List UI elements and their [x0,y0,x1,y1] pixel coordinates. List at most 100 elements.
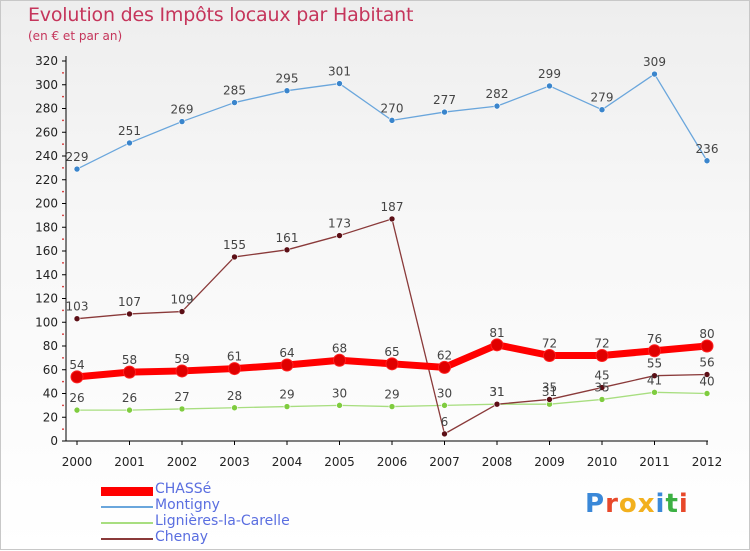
series-point [388,403,396,410]
data-labels: 54 58 59 61 64 68 65 62 81 72 72 76 80 229 251 269 285 29… [66,55,719,429]
data-label: 279 [591,91,614,105]
data-label: 65 [384,345,399,359]
y-tick-label: 180 [35,220,58,234]
y-minor-mark [62,285,64,288]
series-point [333,353,346,367]
series-point [441,402,448,409]
series-point [231,253,238,261]
data-label: 269 [171,103,194,117]
x-tick-label: 2000 [62,455,93,469]
data-label: 68 [332,341,347,355]
series-point [703,157,711,165]
data-label: 173 [328,217,351,231]
series-point [700,339,714,353]
series-point [385,357,399,371]
x-tick-label: 2005 [324,455,355,469]
x-tick-label: 2011 [639,455,670,469]
data-label: 26 [69,391,84,405]
data-label: 76 [647,332,662,346]
legend-swatch [101,538,153,540]
data-label: 29 [279,388,294,402]
legend-label: Montigny [155,497,220,513]
data-label: 277 [433,93,456,107]
y-tick-label: 40 [43,387,58,401]
data-label: 40 [699,375,714,389]
legend-swatch [101,522,153,524]
y-tick-label: 320 [35,54,58,68]
series-point [231,404,238,412]
y-minor-mark [62,190,64,193]
y-tick-label: 120 [35,292,58,306]
y-minor-mark [62,238,64,241]
data-label: 155 [223,238,246,252]
data-label: 251 [118,124,141,138]
data-label: 285 [223,84,246,98]
y-minor-mark [62,333,64,336]
axes: 0 20 40 60 80 100 120 140 160 180 200 220 240 260 280 3… [35,54,722,469]
series-point [175,364,189,378]
series-point [651,372,658,379]
y-tick-label: 0 [50,434,58,448]
data-label: 45 [594,369,609,383]
data-label: 109 [171,293,194,307]
logo-letter: i [678,489,689,519]
y-tick-label: 60 [43,363,58,377]
series-point [336,402,343,409]
logo-letter: r [605,489,619,519]
series-point [178,308,186,315]
data-label: 35 [594,380,609,394]
data-label: 31 [542,385,557,399]
y-minor-mark [62,428,64,431]
x-tick-label: 2010 [587,455,618,469]
series-point [73,406,81,414]
y-minor-mark [62,143,64,146]
data-label: 27 [174,390,189,404]
series-point [441,108,448,116]
series-point [126,139,133,147]
x-tick-label: 2003 [219,455,250,469]
chart-title: Evolution des Impôts locaux par Habitant [28,4,414,26]
x-tick-label: 2009 [534,455,565,469]
data-label: 31 [489,385,504,399]
series-point [543,349,556,362]
y-minor-mark [62,71,64,74]
legend-label: CHASSé [155,481,212,497]
x-tick-label: 2001 [114,455,145,469]
x-tick-label: 2008 [482,455,513,469]
data-label: 107 [118,295,141,309]
series-point [651,389,658,396]
y-minor-mark [62,309,64,312]
legend-swatch [101,506,153,508]
series-point [598,396,606,403]
y-tick-label: 280 [35,102,58,116]
data-label: 72 [542,337,557,351]
data-label: 28 [227,389,242,403]
data-label: 29 [384,388,399,402]
series-point [595,349,609,362]
series-point [231,99,238,106]
series-point [126,310,133,318]
y-tick-label: 160 [35,244,58,258]
series-point [178,118,186,125]
y-tick-label: 140 [35,268,58,282]
y-tick-label: 20 [43,410,58,424]
data-label: 80 [699,327,714,341]
data-label: 229 [66,150,89,164]
y-tick-label: 220 [35,173,58,187]
y-minor-mark [62,95,64,98]
data-label: 64 [279,346,294,360]
series-point [598,384,606,391]
legend-swatch [101,486,153,496]
data-label: 30 [437,386,452,400]
y-tick-label: 80 [43,339,58,353]
series-point [283,246,291,254]
proxiti-logo: Proxiti [585,489,689,519]
data-label: 30 [332,386,347,400]
data-label: 58 [122,353,137,367]
data-label: 26 [122,391,137,405]
series-point [546,82,553,90]
y-minor-mark [62,166,64,169]
x-tick-label: 2006 [377,455,408,469]
data-label: 282 [486,87,509,101]
